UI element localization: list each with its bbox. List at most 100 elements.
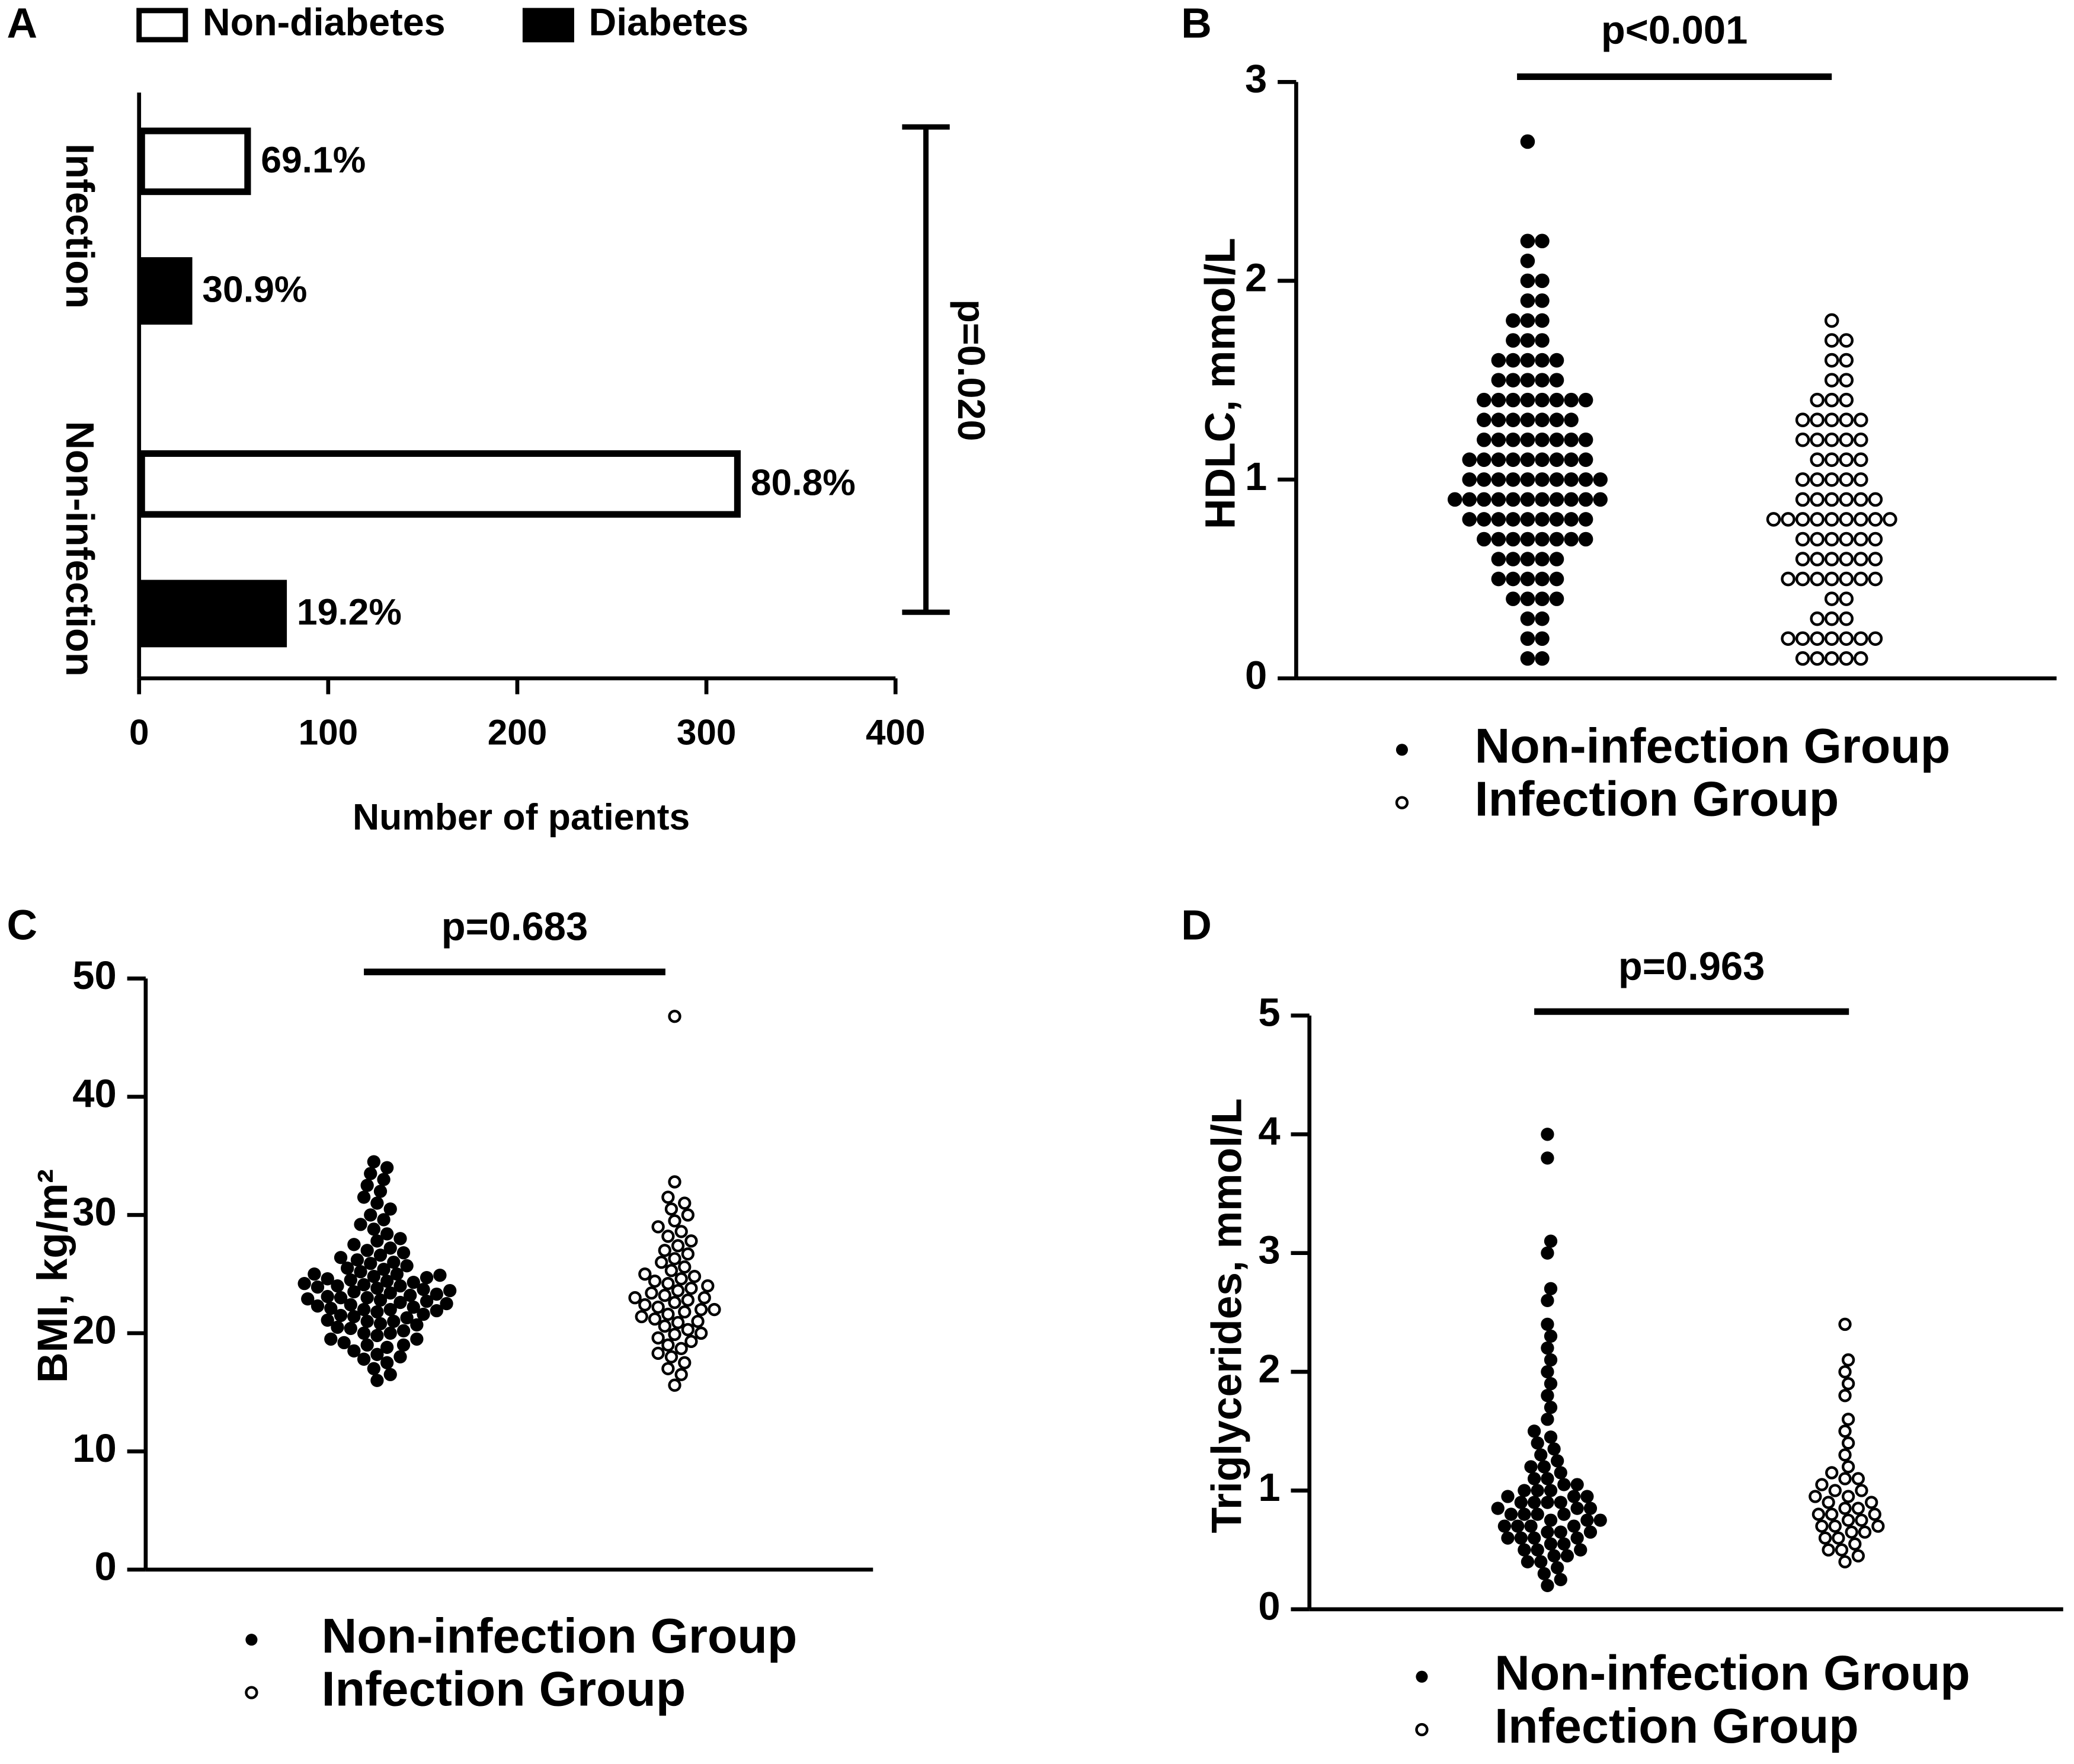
data-point	[1520, 452, 1535, 468]
data-point	[1839, 353, 1854, 368]
data-point	[694, 1326, 708, 1340]
data-point	[1544, 1430, 1558, 1444]
data-point	[1549, 373, 1564, 388]
data-point	[1554, 1573, 1567, 1586]
data-point	[1491, 512, 1506, 527]
data-point	[311, 1280, 325, 1294]
data-point	[1520, 233, 1535, 249]
data-point	[373, 1184, 388, 1198]
data-point	[638, 1298, 652, 1312]
data-point	[1567, 1490, 1581, 1503]
data-point	[668, 1175, 681, 1189]
data-point	[297, 1276, 311, 1291]
data-point	[1824, 492, 1839, 507]
data-point	[1839, 392, 1854, 408]
data-point	[1506, 373, 1521, 388]
data-point	[1541, 1151, 1554, 1165]
data-point	[1841, 1413, 1855, 1426]
data-point	[1839, 432, 1854, 447]
data-point	[1506, 492, 1521, 507]
y-tick-label: 1	[1245, 454, 1267, 499]
data-point	[1549, 492, 1564, 507]
data-point	[658, 1244, 671, 1257]
data-point	[1838, 1389, 1852, 1403]
data-point	[684, 1281, 698, 1295]
data-point	[337, 1336, 351, 1350]
data-point	[664, 1350, 678, 1363]
data-point	[383, 1202, 397, 1216]
legend-marker	[1395, 796, 1409, 809]
data-point	[1811, 1507, 1826, 1521]
data-point	[377, 1263, 391, 1276]
data-point	[1854, 552, 1868, 566]
data-point	[331, 1320, 344, 1334]
data-point	[1564, 432, 1579, 447]
data-point	[1841, 1376, 1855, 1391]
data-point	[1824, 392, 1839, 408]
legend-label: Non-diabetes	[203, 0, 446, 43]
data-point	[1868, 631, 1883, 646]
data-point	[383, 1302, 397, 1317]
data-point	[334, 1308, 348, 1323]
legend-marker	[1415, 1723, 1429, 1737]
data-point	[1524, 1519, 1538, 1533]
data-point	[1535, 591, 1550, 606]
data-point	[1506, 412, 1521, 427]
data-point	[1520, 512, 1535, 527]
data-point	[1544, 1401, 1558, 1414]
data-point	[420, 1294, 434, 1308]
data-point	[1818, 1531, 1832, 1545]
data-point	[1824, 611, 1839, 626]
data-point	[1506, 392, 1521, 408]
data-point	[1535, 273, 1550, 289]
data-point	[1564, 492, 1579, 507]
data-point	[1521, 1555, 1535, 1568]
data-point	[664, 1202, 678, 1216]
bar	[138, 127, 251, 196]
data-point	[651, 1331, 665, 1345]
data-point	[334, 1251, 348, 1264]
data-point	[1491, 452, 1506, 468]
data-point	[1462, 492, 1477, 507]
y-tick-label: 0	[95, 1545, 117, 1589]
data-point	[1580, 1513, 1594, 1527]
data-point	[1795, 472, 1810, 487]
data-point	[1838, 1555, 1852, 1568]
data-point	[1541, 1579, 1554, 1592]
y-tick-label: 4	[1258, 1109, 1280, 1154]
data-point	[1518, 1543, 1531, 1557]
data-point	[380, 1356, 394, 1369]
data-point	[668, 1252, 681, 1266]
data-point	[1854, 492, 1868, 507]
data-point	[407, 1275, 420, 1289]
data-point	[1557, 1507, 1571, 1521]
data-point	[1549, 412, 1564, 427]
y-tick-label: 1	[1258, 1465, 1280, 1510]
data-point	[1514, 1496, 1528, 1509]
data-point	[674, 1225, 688, 1238]
data-point	[347, 1310, 361, 1324]
data-point	[1810, 492, 1825, 507]
data-point	[651, 1220, 665, 1234]
data-point	[1520, 273, 1535, 289]
data-point	[347, 1344, 361, 1358]
data-point	[1838, 1502, 1852, 1515]
data-point	[1554, 1466, 1567, 1480]
data-point	[1544, 1484, 1558, 1497]
data-point	[1535, 233, 1550, 249]
data-point	[1518, 1507, 1531, 1521]
legend-swatch	[136, 8, 188, 43]
data-point	[651, 1346, 665, 1360]
data-point	[668, 1295, 681, 1310]
data-point	[1544, 1513, 1558, 1527]
data-point	[360, 1338, 374, 1352]
data-point	[1838, 1365, 1852, 1379]
data-point	[1564, 392, 1579, 408]
data-point	[1534, 1448, 1548, 1462]
data-point	[1535, 532, 1550, 547]
data-point	[1848, 1537, 1862, 1551]
data-point	[1564, 452, 1579, 468]
y-tick-label: 3	[1258, 1228, 1280, 1272]
data-point	[420, 1271, 434, 1285]
data-point	[1514, 1531, 1528, 1545]
